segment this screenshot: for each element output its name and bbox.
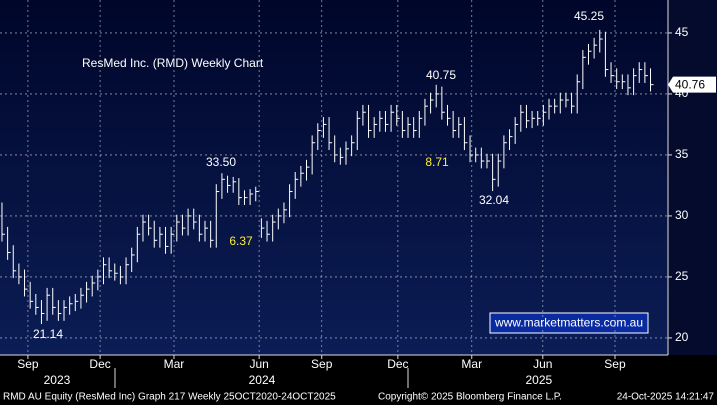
- annotation: 33.50: [206, 155, 236, 169]
- annotation: 6.37: [229, 234, 253, 248]
- x-tick-label: Dec: [387, 357, 408, 371]
- chart-title: ResMed Inc. (RMD) Weekly Chart: [82, 56, 264, 70]
- y-tick-label: 30: [675, 208, 689, 222]
- x-tick-label: Sep: [311, 357, 333, 371]
- x-tick-label: Sep: [17, 357, 39, 371]
- y-axis-area: [668, 0, 717, 355]
- x-tick-label: Jun: [533, 357, 552, 371]
- y-tick-label: 45: [675, 25, 689, 39]
- annotation: 32.04: [479, 193, 509, 207]
- year-label: 2024: [249, 373, 276, 387]
- y-tick-label: 20: [675, 330, 689, 344]
- annotation: 21.14: [33, 327, 63, 341]
- footer-copyright: Copyright© 2025 Bloomberg Finance L.P.: [378, 392, 562, 403]
- annotation: 8.71: [425, 155, 449, 169]
- watermark: www.marketmatters.com.au: [494, 316, 643, 330]
- x-tick-label: Mar: [461, 357, 482, 371]
- watermark-box: [489, 312, 649, 334]
- year-label: 2023: [44, 373, 71, 387]
- y-tick-label: 25: [675, 269, 689, 283]
- x-tick-label: Dec: [89, 357, 110, 371]
- y-tick-label: 35: [675, 147, 689, 161]
- year-label: 2025: [526, 373, 553, 387]
- x-tick-label: Sep: [604, 357, 626, 371]
- last-price-label: 40.76: [675, 77, 705, 91]
- plot-area: [0, 0, 668, 355]
- annotation: 40.75: [426, 68, 456, 82]
- x-tick-label: Mar: [164, 357, 185, 371]
- x-tick-label: Jun: [249, 357, 268, 371]
- footer-left: RMD AU Equity (ResMed Inc) Graph 217 Wee…: [3, 392, 336, 403]
- footer-time: 24-Oct-2025 14:21:47: [617, 392, 715, 403]
- annotation: 45.25: [574, 9, 604, 23]
- last-price-tag: [668, 76, 716, 93]
